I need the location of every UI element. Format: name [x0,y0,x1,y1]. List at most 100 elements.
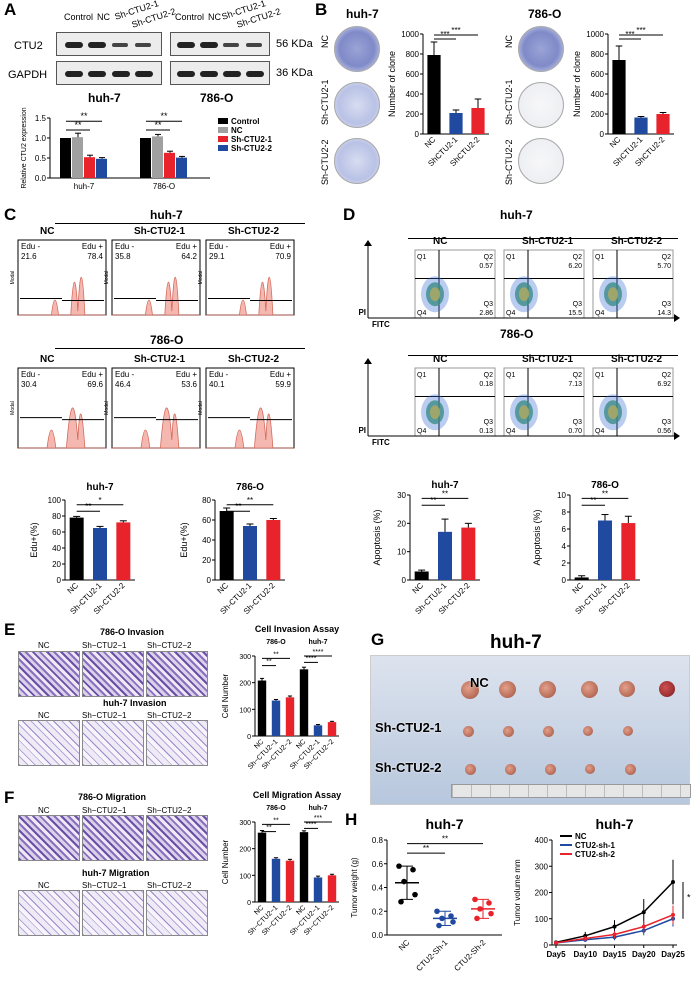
bar [60,138,71,178]
bar [598,520,612,580]
y-tick-label: 0.0 [372,931,384,940]
tumor [623,726,633,736]
histogram [18,407,106,449]
chart-c-edu-786o: 020406080Edu+(%)786-ONCSh-CTU2-1Sh-CTU2-… [179,482,285,616]
plot-frame [17,367,107,449]
y-axis-label: Tumor weight (g) [350,857,359,918]
x-tick-label: CTU2-Sh-1 [414,938,449,973]
tumor [585,764,595,774]
chart-c-edu-huh7: 020406080100Edu+(%)huh-7NCSh-CTU2-1Sh-CT… [29,482,135,616]
bar [299,832,309,902]
f-title-786o: 786-O Migration [78,792,147,802]
invasion-image [146,720,208,766]
significance-label: ** [85,502,91,511]
histogram [206,407,294,449]
quadrant-label: Q3 [484,419,493,426]
e-col: Sh−CTU2−2 [147,641,192,650]
bar [271,858,281,902]
colony-dish [334,138,380,184]
edu-neg-label: Edu - [21,370,40,379]
significance-label: ** [442,489,448,498]
y-axis-label: Tumor volume mm [513,859,522,926]
tumor-photo [370,655,691,805]
edu-neg-value: 40.1 [209,380,225,389]
y-tick-label: 0 [415,130,420,139]
edu-neg-value: 21.6 [21,252,37,261]
x-tick-label: Day25 [661,950,685,959]
invasion-image [18,651,80,697]
chart-h-tumor-volume: huh-7 0 100 200 300 400 Tumor volume mm Day5 Day… [513,816,691,959]
annexin-dot-plot: Q1 Q2 6.20 Q4 Q3 15.5 [503,249,585,319]
significance-label: ** [430,496,436,505]
e-col: Sh−CTU2−1 [82,711,127,720]
bar [414,571,429,580]
f-col: Sh−CTU2−2 [147,806,192,815]
group-label: 786-O [266,639,286,646]
invasion-image [82,651,144,697]
colony-dish [334,82,380,128]
edu-neg-label: Edu - [115,370,134,379]
g-row-sh2: Sh-CTU2-2 [375,760,442,775]
quadrant-label: Q3 [573,419,582,426]
bar [164,152,175,178]
chart-title: Cell Invasion Assay [255,624,339,634]
data-point [412,891,418,898]
bar [93,528,107,580]
chart-title: huh-7 [595,816,633,832]
data-point [641,924,646,929]
plot-frame [503,249,585,319]
f-col: Sh−CTU2−1 [82,806,127,815]
tumor [465,764,476,775]
cell-population-halo [510,276,538,313]
migration-image [18,815,80,861]
invasion-image [18,720,80,766]
bar [84,157,95,178]
y-axis-label: Edu+(%) [179,522,189,557]
x-tick-label: NC [608,135,623,150]
f-col: NC [38,881,50,890]
y-tick-label: 100 [239,707,251,714]
flow-group-label: Sh-CTU2-2 [228,354,280,365]
panel-label-d: D [343,205,356,224]
chart-title: huh-7 [86,482,114,493]
significance-label: ** [74,120,82,130]
y-tick-label: 20 [397,519,406,528]
data-point [434,908,440,915]
flow-group-label: Sh-CTU2-1 [522,236,574,247]
edu-neg-label: Edu - [115,242,134,251]
legend-label: Control [231,117,259,126]
y-axis-label: Modal [104,271,110,285]
significance-label: ** [423,844,429,853]
x-tick-label: NC [423,135,438,150]
panel-label-c: C [4,205,17,224]
tumor [463,726,474,737]
tumor [461,681,479,699]
y-tick-label: 400 [591,90,605,99]
quadrant-label: Q4 [506,428,515,435]
x-axis-label: FITC [372,438,390,447]
tumor [619,681,635,697]
y-tick-label: 300 [239,654,251,661]
g-row-sh1: Sh-CTU2-1 [375,720,442,735]
edu-neg-value: 35.8 [115,252,131,261]
cell-population-core [519,287,529,302]
y-axis-label: PI [358,308,366,317]
bar [152,136,163,178]
g-title: huh-7 [490,632,542,653]
y-axis-label: Edu+(%) [29,522,39,557]
histogram [206,276,294,316]
bar [285,697,295,736]
f-col: NC [38,806,50,815]
y-tick-label: 6 [562,525,567,534]
tumor [503,726,514,737]
edu-pos-value: 70.9 [275,252,291,261]
y-tick-label: 40 [202,536,211,545]
significance-label: *** [451,26,460,35]
quadrant-label: Q3 [662,419,671,426]
y-axis-label: Modal [10,271,16,285]
data-point [554,940,558,945]
lane-label: Control [175,12,205,22]
bar [140,138,151,178]
quadrant-value: 6.20 [568,263,582,270]
